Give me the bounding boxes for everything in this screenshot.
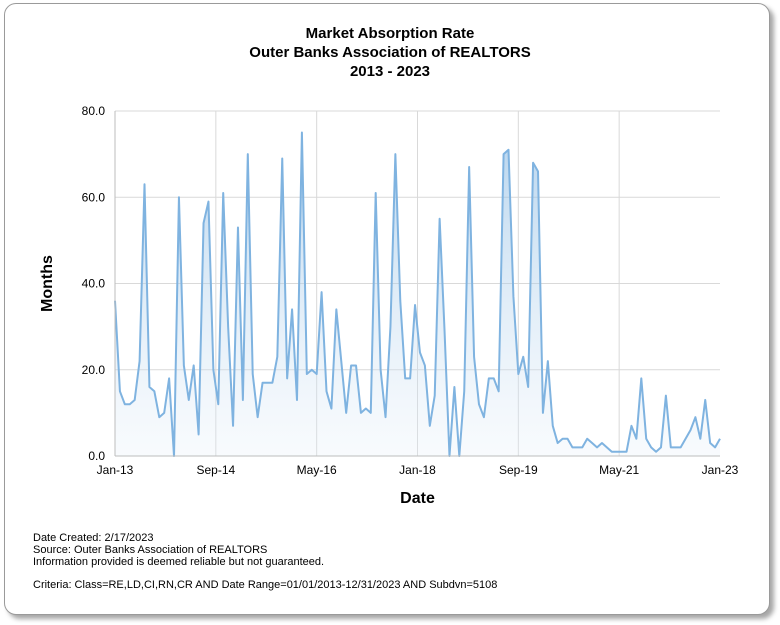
source-note: Source: Outer Banks Association of REALT… (33, 544, 268, 556)
disclaimer-note: Information provided is deemed reliable … (33, 556, 325, 568)
x-tick-label: Sep-14 (196, 463, 235, 477)
x-tick-label: Sep-19 (499, 463, 538, 477)
x-tick-label: Jan-18 (399, 463, 436, 477)
x-tick-label: May-16 (297, 463, 337, 477)
y-tick-label: 40.0 (82, 277, 106, 291)
y-tick-label: 80.0 (82, 104, 106, 118)
y-tick-label: 60.0 (82, 190, 106, 204)
date-created-note: Date Created: 2/17/2023 (33, 532, 154, 544)
x-tick-label: Jan-23 (702, 463, 739, 477)
chart-subtitle: Outer Banks Association of REALTORS (249, 44, 531, 61)
criteria-note: Criteria: Class=RE,LD,CI,RN,CR AND Date … (33, 579, 498, 591)
y-axis-label: Months (39, 255, 56, 312)
y-tick-label: 0.0 (88, 449, 105, 463)
series-line (114, 131, 721, 457)
x-axis-label: Date (400, 490, 435, 507)
y-tick-label: 20.0 (82, 363, 106, 377)
x-tick-label: May-21 (599, 463, 639, 477)
chart-date-range: 2013 - 2023 (349, 63, 431, 80)
chart-title: Market Absorption Rate (305, 25, 475, 42)
x-tick-label: Jan-13 (97, 463, 134, 477)
